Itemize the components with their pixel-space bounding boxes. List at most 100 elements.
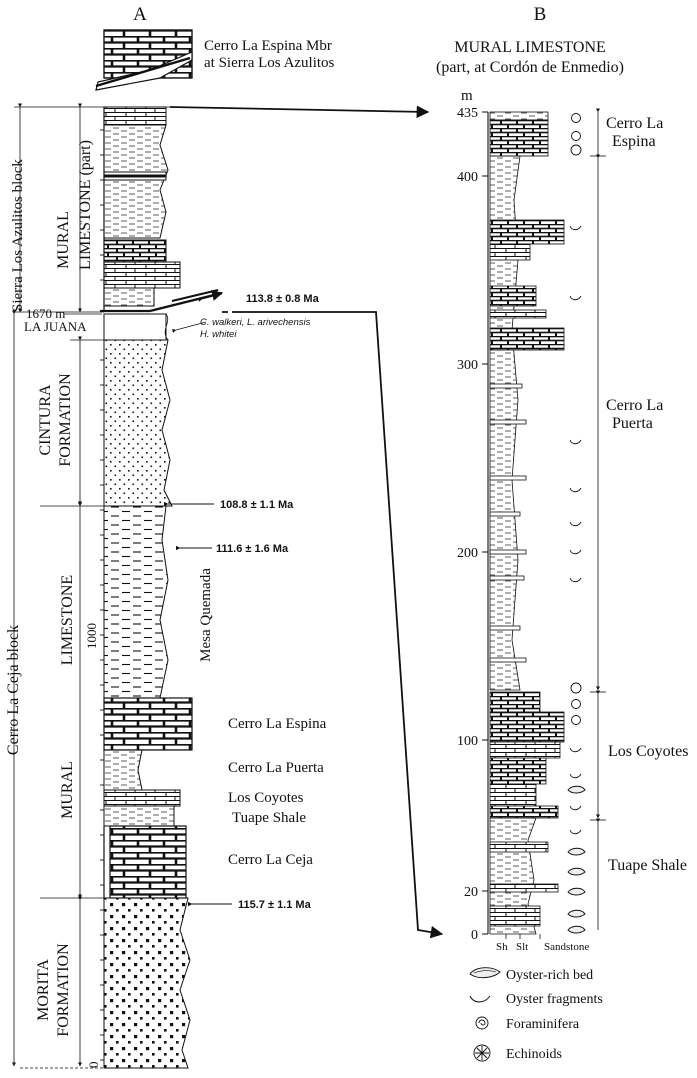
member-ceja-a: Cerro La Ceja [228,852,313,868]
b-member-coyotes: Los Coyotes [608,743,688,760]
legend-oyster-fragments: Oyster fragments [506,992,603,1007]
b-member-tuape: Tuape Shale [608,857,687,874]
oyster-fragment-symbol [569,487,582,493]
b-tick-300: 300 [457,358,478,373]
grain-slt: Slt [516,941,528,953]
b-tick-20: 20 [464,885,478,900]
oyster-bed-symbol [567,785,586,794]
scale-0-label: 0 [86,1062,101,1069]
top-espina-sublabel: at Sierra Los Azulitos [204,55,335,71]
azulitos-block-label: Sierra Los Azulitos block [10,159,26,312]
oyster-bed-symbol [567,909,586,918]
panel-a-label: A [133,4,147,25]
oyster-fragment-symbol [569,747,582,753]
legend-foraminifera: Foraminifera [506,1017,580,1032]
morita-label-1: MORITA [35,959,52,1021]
la-juana-label: LA JUANA [24,319,87,334]
elevation-1670: 1670 m [26,306,65,321]
mural-label-1: MURAL [59,761,76,819]
legend-oyster-bed: Oyster-rich bed [506,968,593,983]
oyster-fragment-symbol [569,225,582,231]
foraminifera-symbol [571,715,581,725]
mural-part-label-2: LIMESTONE (part) [77,140,94,270]
member-puerta-a: Cerro La Puerta [228,760,324,776]
oyster-fragment-symbol [569,829,582,835]
date-108-8: 108.8 ± 1.1 Ma [220,499,294,511]
oyster-fragment-symbol [569,577,582,583]
fossils-line-1: C. walkeri, L. arivechensis [200,317,311,328]
oyster-bed-symbol [567,887,586,896]
panel-b-subtitle: (part, at Cordón de Enmedio) [436,59,624,76]
panel-b-title: MURAL LIMESTONE [454,39,606,56]
cintura-label-1: CINTURA [37,384,54,456]
ceja-block-label: Cerro La Ceja block [5,625,22,755]
oyster-fragment-symbol [569,521,582,527]
top-espina-label: Cerro La Espina Mbr [204,38,332,54]
cintura-label-2: FORMATION [57,373,74,467]
puerta-column-a [103,749,143,791]
mesa-quemada-label: Mesa Quemada [198,568,214,662]
ceja-column-a [109,825,187,899]
member-coyotes-a: Los Coyotes [228,790,304,806]
correlation-line-top [169,105,430,119]
azulitos-column [103,106,181,312]
echinoid-symbol [570,682,582,694]
b-tick-435: 435 [457,106,478,121]
b-member-puerta-2: Puerta [612,415,653,432]
mural-label-2: LIMESTONE [59,575,76,665]
morita-column [103,897,191,1069]
b-member-puerta-1: Cerro La [606,397,663,414]
oyster-fragment-icon [469,995,491,1003]
correlation-line-base [238,311,444,939]
espina-column-a [103,697,193,751]
panel-b-label: B [534,4,547,25]
b-member-espina-2: Espina [612,133,656,150]
scale-1000-label: 1000 [84,623,99,649]
b-member-espina-1: Cerro La [606,115,663,132]
oyster-fragment-symbol [569,295,582,301]
oyster-fragment-symbol [569,805,582,811]
oyster-fragment-symbol [569,549,582,555]
b-tick-0: 0 [471,928,478,943]
cintura-column [103,339,173,507]
b-column [489,111,565,935]
foraminifera-symbol [571,699,581,709]
b-tick-100: 100 [457,734,478,749]
foraminifera-symbol [571,113,581,123]
grain-sandstone: Sandstone [544,941,589,953]
member-espina-a: Cerro La Espina [228,716,327,732]
mural-column-shale [103,505,169,699]
b-tick-400: 400 [457,170,478,185]
coyotes-column-a [103,789,181,807]
b-grain-ticks [505,934,541,939]
fossils-line-2: H. whitei [200,329,237,340]
date-111-6: 111.6 ± 1.6 Ma [216,543,289,555]
foraminifera-symbol [571,131,581,141]
oyster-fragment-symbol [569,773,582,779]
mural-part-label-1: MURAL [55,211,72,269]
a-scale-ticks [100,359,104,1061]
b-tick-200: 200 [457,546,478,561]
echinoid-symbol [570,144,582,156]
date-115-7: 115.7 ± 1.1 Ma [238,899,312,911]
legend-echinoids: Echinoids [506,1047,562,1062]
foraminifera-icon [475,1016,489,1030]
member-tuape-a: Tuape Shale [232,810,306,826]
date-113-8: 113.8 ± 0.8 Ma [246,293,320,305]
oyster-bed-symbol [567,867,586,876]
top-espina-column [95,29,193,91]
panel-b-unit: m [461,88,473,104]
oyster-fragment-symbol [569,439,582,445]
echinoid-icon [473,1044,491,1062]
b-tick-marks [482,111,488,935]
legend: Oyster-rich bed Oyster fragments Foramin… [469,967,603,1062]
azulitos-scale-ticks [100,129,104,281]
oyster-bed-symbol [567,925,586,934]
oyster-bed-symbol [567,847,586,856]
morita-label-2: FORMATION [55,943,72,1037]
grain-sh: Sh [496,941,508,953]
oyster-bed-icon [469,967,501,979]
b-fossil-symbols [567,113,586,934]
